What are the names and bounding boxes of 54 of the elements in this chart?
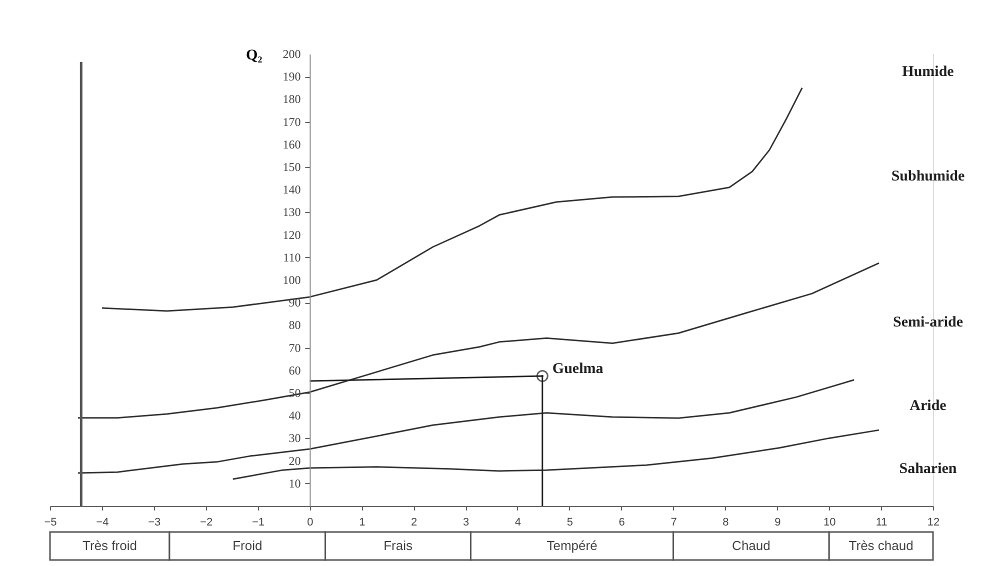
band-label: Chaud [732,538,770,553]
x-tick-label: −5 [44,516,57,528]
x-tick-label: 11 [876,516,888,528]
band-label: Frais [384,538,413,553]
line-series [232,429,880,480]
annotation: Humide [902,64,954,80]
y-tick-label: 60 [288,363,301,378]
annotation: Saharien [899,461,958,478]
x-tick-label: 10 [823,516,836,528]
y-tick-label: 200 [282,47,301,61]
x-tick-label: 0 [307,516,314,528]
x-tick-label: 3 [462,516,470,528]
y-tick-label: 80 [288,318,301,332]
y-tick-label: 30 [288,431,301,446]
y-tick-label: 150 [282,160,301,174]
x-tick-label: 5 [566,516,573,528]
y-tick-label: 90 [288,296,301,310]
x-tick-label: 7 [670,516,677,528]
x-tick-label: −1 [252,516,265,528]
x-tick-label: 4 [514,516,522,528]
x-tick-label: −2 [200,516,213,528]
y-tick-label: 160 [282,137,301,152]
band-label: Très chaud [848,538,914,553]
y-tick-label: 140 [282,182,301,197]
y-tick-label: 190 [282,70,301,84]
x-tick-label: 9 [774,516,781,528]
x-tick-label: 8 [722,516,729,528]
x-tick-label: −3 [148,516,161,528]
band-label: Froid [232,538,262,553]
annotation: Aride [910,398,947,414]
annotation: Guelma [552,361,604,378]
x-tick-label: 6 [618,516,625,528]
line-series [77,379,855,474]
y-tick-label: 20 [288,454,301,468]
y-tick-label: 110 [283,250,301,264]
y-tick-label: 120 [282,228,301,242]
x-tick-label: 2 [411,516,418,528]
band-label: Tempéré [546,538,598,553]
y-axis-title: Q₂ [246,48,263,64]
y-tick-label: 170 [282,114,301,129]
y-tick-label: 70 [288,340,301,355]
band-label: Très froid [82,538,137,553]
annotation: Semi-aride [893,314,964,330]
line-series [101,87,803,312]
y-tick-label: 100 [282,273,301,287]
y-tick-label: 180 [282,92,301,106]
x-tick-label: 1 [359,516,366,528]
x-tick-label: −4 [96,516,109,528]
y-tick-label: 10 [288,476,301,490]
y-tick-label: 40 [288,408,301,423]
line-series [77,262,880,419]
x-tick-label: 12 [927,516,940,528]
annotation: Subhumide [891,168,966,184]
y-tick-label: 130 [282,205,301,220]
